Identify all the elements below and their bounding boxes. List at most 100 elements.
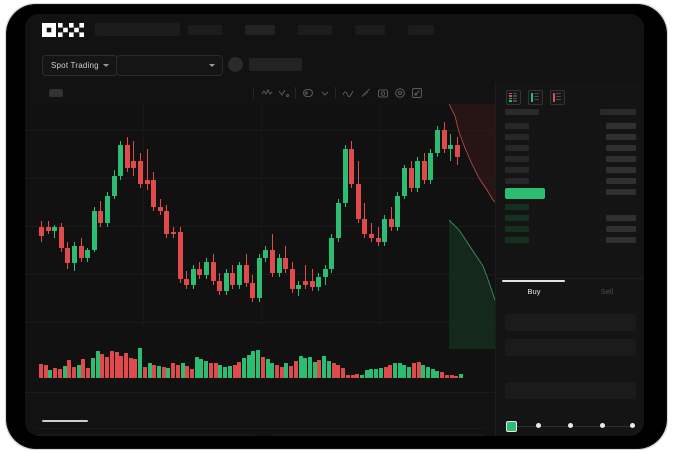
settings-icon[interactable] [394, 87, 406, 99]
camera-icon[interactable] [377, 87, 389, 99]
price-field[interactable] [505, 314, 636, 331]
orderbook-bid-row[interactable] [505, 204, 529, 210]
slider-handle[interactable] [506, 421, 517, 432]
candle-body [263, 249, 269, 258]
nav-item-5[interactable] [408, 25, 434, 35]
order-placeholder-card [35, 434, 256, 436]
slider-stop-25[interactable] [536, 423, 541, 428]
candle-body [441, 129, 447, 150]
candle [124, 104, 130, 326]
volume-bar [62, 366, 67, 378]
candle [72, 104, 77, 326]
indicator-icon[interactable] [261, 87, 273, 99]
volume-bar [166, 367, 171, 378]
nav-item-2[interactable] [245, 25, 275, 35]
measure-icon[interactable] [360, 87, 372, 99]
line-chart-icon[interactable] [342, 87, 354, 99]
nav-item-4[interactable] [355, 25, 385, 35]
candle [65, 104, 71, 326]
volume-bar [331, 363, 336, 378]
orderbook-ask-row[interactable] [505, 178, 529, 184]
candle [448, 104, 454, 326]
timeframe-2-active[interactable] [49, 89, 63, 97]
market-depth-overlay [449, 104, 505, 349]
orderbook-mid-price [505, 188, 545, 199]
orderbook-rows[interactable] [496, 109, 644, 252]
volume-bar [53, 367, 58, 378]
tab-sell[interactable]: Sell [600, 287, 614, 296]
volume-bar [142, 366, 147, 378]
orderbook-right-row [606, 178, 636, 184]
candle-wick [159, 199, 161, 215]
volume-bar [374, 368, 379, 378]
market-subheader: Spot Trading [25, 48, 644, 83]
candle [283, 104, 289, 326]
candle [58, 104, 64, 326]
orderbook-ask-row[interactable] [505, 167, 529, 173]
candle [171, 104, 176, 326]
trading-pair-select[interactable] [116, 55, 223, 76]
templates-icon[interactable] [302, 87, 314, 99]
volume-bar [359, 374, 364, 378]
orderbook-ask-row[interactable] [505, 123, 529, 129]
volume-bar [369, 369, 374, 378]
total-field[interactable] [505, 382, 636, 399]
candle [303, 104, 308, 326]
candle-body [131, 160, 137, 169]
fullscreen-icon[interactable] [411, 87, 423, 99]
candle-body [223, 273, 229, 291]
orderbook-view-both-icon[interactable] [506, 90, 521, 105]
volume-bar [393, 363, 397, 378]
volume-bar [275, 365, 279, 378]
volume-bar [90, 358, 95, 378]
volume-bar [100, 354, 105, 378]
volume-bar [341, 367, 346, 378]
candle-body [157, 207, 163, 212]
search-input[interactable] [95, 23, 180, 36]
candle [421, 104, 427, 326]
amount-field[interactable] [505, 339, 636, 356]
orderbook-ask-row[interactable] [505, 156, 529, 162]
okx-logo[interactable] [42, 22, 86, 38]
orderbook-ask-row[interactable] [505, 134, 529, 140]
slider-stop-50[interactable] [568, 423, 573, 428]
slider-stop-75[interactable] [600, 423, 605, 428]
slider-stop-100[interactable] [630, 423, 635, 428]
volume-bar [265, 359, 270, 378]
candle-body [283, 257, 289, 270]
candle-wick [146, 149, 148, 190]
candle-body [395, 195, 401, 227]
candle-body [322, 269, 328, 278]
buy-sell-tabs: Buy Sell [496, 278, 644, 305]
candle [52, 104, 58, 326]
nav-item-3[interactable] [298, 25, 332, 35]
candle-body [204, 261, 209, 276]
compare-icon[interactable] [278, 87, 290, 99]
grid-line-v [143, 104, 144, 326]
candle [91, 104, 97, 326]
orderbook-bid-row[interactable] [505, 226, 529, 232]
candle [138, 104, 143, 326]
orderbook-ask-row[interactable] [505, 145, 529, 151]
volume-bar [251, 351, 256, 378]
candle [402, 104, 407, 326]
candle [223, 104, 229, 326]
market-type-button[interactable]: Spot Trading [42, 55, 118, 76]
orderbook-view-bids-icon[interactable] [528, 90, 543, 105]
volume-bar [204, 360, 209, 378]
toolbar-divider [253, 87, 254, 99]
volume-bar [383, 366, 388, 378]
volume-bar [133, 359, 138, 378]
volume-bar [180, 363, 185, 378]
amount-percent-slider[interactable] [506, 421, 635, 432]
orderbook-bid-row[interactable] [505, 215, 529, 221]
candle-body [164, 211, 170, 235]
chevron-down-icon[interactable] [319, 87, 331, 99]
orderbook-bid-row[interactable] [505, 237, 529, 243]
orderbook-view-asks-icon[interactable] [550, 90, 565, 105]
tab-buy[interactable]: Buy [527, 287, 541, 296]
nav-item-1[interactable] [188, 25, 222, 35]
candle [415, 104, 421, 326]
price-chart-pane[interactable] [25, 104, 495, 392]
